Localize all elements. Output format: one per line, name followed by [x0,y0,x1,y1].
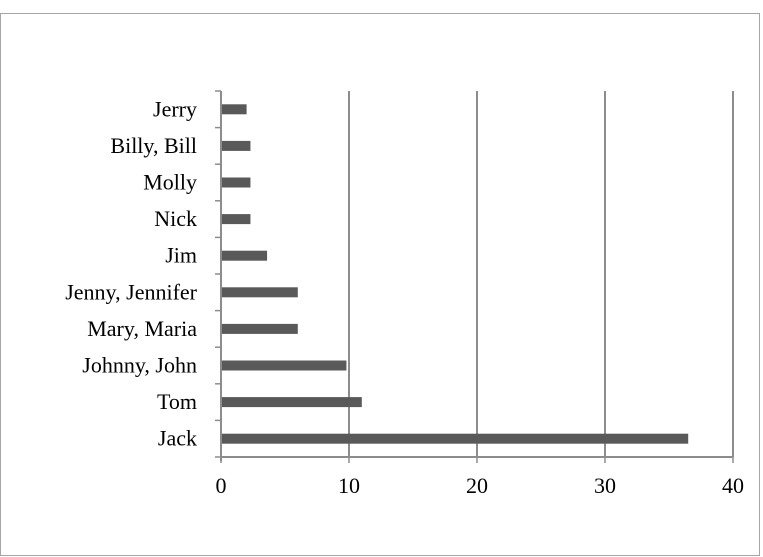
bar-tom [221,397,362,408]
category-label-mary-maria: Mary, Maria [87,316,197,341]
bar-jim [221,250,268,261]
category-label-jim: Jim [165,243,197,268]
bar-billy-bill [221,140,251,151]
category-label-jerry: Jerry [153,96,197,121]
x-tick-label-20: 20 [466,473,488,498]
labels: Jack Tom Johnny, John Mary, Maria Jenny, Jen… [65,96,744,498]
gridlines [348,91,734,457]
bar-johnny-john [221,360,347,371]
category-label-tom: Tom [157,389,197,414]
x-tick-label-10: 10 [338,473,360,498]
axes [215,90,734,463]
category-label-nick: Nick [154,206,197,231]
bar-jenny-jennifer [221,287,298,298]
bar-jack [221,433,689,444]
category-label-jenny-jennifer: Jenny, Jennifer [65,279,197,304]
chart-frame: Jack Tom Johnny, John Mary, Maria Jenny, Jen… [0,13,760,556]
x-tick-label-30: 30 [594,473,616,498]
category-label-johnny-john: Johnny, John [82,353,197,378]
x-tick-label-40: 40 [722,473,744,498]
category-label-billy-bill: Billy, Bill [110,133,197,158]
bar-chart: Jack Tom Johnny, John Mary, Maria Jenny, Jen… [65,90,744,498]
bar-nick [221,214,251,225]
category-label-molly: Molly [143,170,197,195]
bar-molly [221,177,251,188]
category-label-jack: Jack [158,426,197,451]
bars [221,104,689,444]
x-tick-label-0: 0 [216,473,227,498]
bar-jerry [221,104,247,115]
bar-mary-maria [221,323,298,334]
